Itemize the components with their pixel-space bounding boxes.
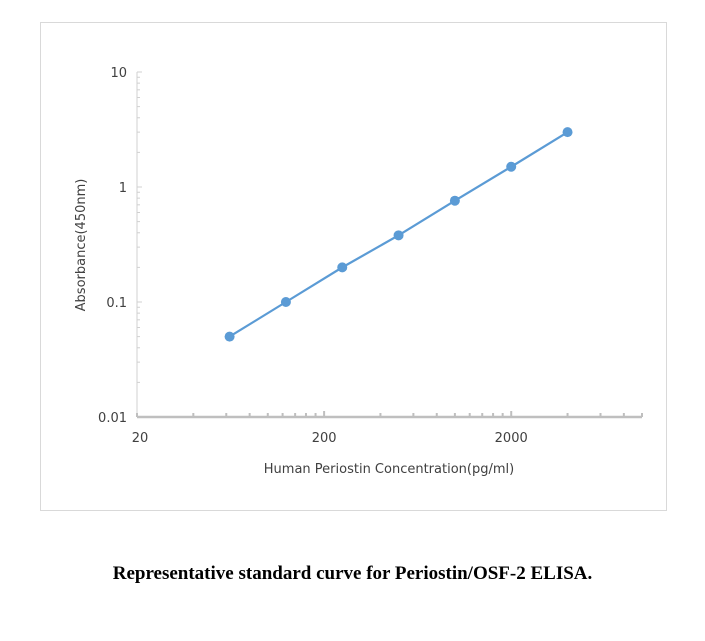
- y-tick-label: 1: [119, 181, 127, 196]
- x-tick-label: 200: [312, 431, 337, 446]
- y-tick-label: 0.1: [106, 296, 127, 311]
- data-point: [280, 297, 291, 307]
- data-point: [393, 230, 404, 241]
- data-point: [506, 161, 517, 172]
- y-tick-label: 10: [110, 66, 127, 81]
- data-point: [224, 331, 235, 342]
- x-tick-label: 20: [132, 431, 149, 446]
- x-axis-label: Human Periostin Concentration(pg/ml): [264, 462, 514, 477]
- x-tick-label: 2000: [495, 431, 528, 446]
- data-point: [337, 262, 348, 273]
- y-tick-label: 0.01: [98, 411, 127, 426]
- chart-frame: [40, 22, 667, 511]
- figure-caption: Representative standard curve for Perios…: [112, 563, 593, 584]
- y-axis-label: Absorbance(450nm): [74, 179, 89, 312]
- data-point: [449, 195, 460, 206]
- data-point: [562, 127, 573, 138]
